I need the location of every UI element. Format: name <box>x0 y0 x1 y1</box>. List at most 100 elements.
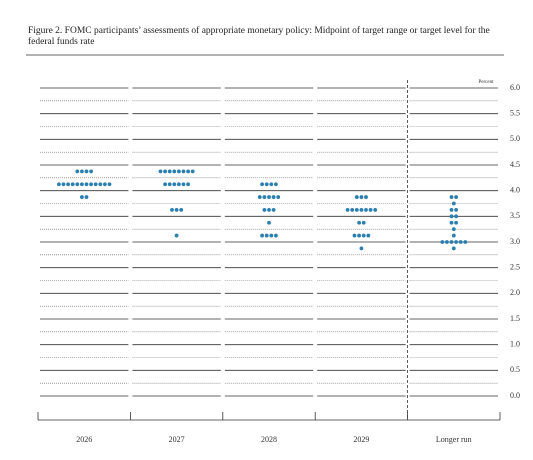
dot <box>260 233 264 238</box>
x-tick-label: 2029 <box>353 435 369 444</box>
dot <box>449 214 454 219</box>
dot <box>163 182 168 187</box>
dot <box>264 233 269 238</box>
dot <box>357 233 361 238</box>
y-tick-label: 3.0 <box>510 237 520 246</box>
dot <box>274 182 278 187</box>
dot <box>260 182 264 187</box>
dot <box>84 195 89 199</box>
dot <box>262 195 267 199</box>
y-tick-label: 4.0 <box>510 185 520 194</box>
dot <box>181 169 186 174</box>
dot <box>75 182 80 187</box>
dot <box>368 208 373 212</box>
dot <box>449 208 454 212</box>
chart-title: Figure 2. FOMC participants’ assessments… <box>28 26 490 47</box>
dot <box>172 169 177 174</box>
dot <box>269 233 274 238</box>
dot <box>93 182 98 187</box>
y-tick-label: 5.5 <box>510 108 520 117</box>
y-axis-label: Percent <box>479 80 495 85</box>
dot <box>352 233 357 238</box>
dot <box>179 208 184 212</box>
dot <box>359 195 364 199</box>
dot <box>354 208 359 212</box>
dot <box>359 246 364 251</box>
y-tick-label: 4.5 <box>510 160 520 169</box>
y-tick-label: 3.5 <box>510 211 520 220</box>
dot <box>75 169 80 174</box>
dot <box>89 182 93 187</box>
dot <box>454 214 458 219</box>
dot <box>80 169 84 174</box>
dot <box>357 220 361 225</box>
dot <box>167 182 172 187</box>
y-tick-label: 2.0 <box>510 288 520 297</box>
dot <box>454 240 458 244</box>
dot <box>167 169 172 174</box>
dot <box>454 208 458 212</box>
dot <box>172 182 177 187</box>
dot <box>264 182 269 187</box>
dot <box>158 169 163 174</box>
dot <box>103 182 107 187</box>
dot <box>354 195 359 199</box>
dot <box>458 240 463 244</box>
dot <box>364 195 368 199</box>
dot <box>451 246 456 251</box>
x-tick-label: 2028 <box>261 435 277 444</box>
dot <box>80 182 84 187</box>
dot <box>449 220 454 225</box>
y-tick-label: 0.5 <box>510 365 520 374</box>
y-tick-label: 1.5 <box>510 314 520 323</box>
dot <box>70 182 75 187</box>
dot <box>61 182 66 187</box>
dot <box>440 240 445 244</box>
dot <box>98 182 103 187</box>
dot <box>271 195 276 199</box>
dot <box>177 182 181 187</box>
dot <box>177 169 181 174</box>
dot <box>449 240 454 244</box>
x-tick-label: 2027 <box>169 435 185 444</box>
dot <box>364 208 368 212</box>
dot <box>451 233 456 238</box>
dot <box>170 208 174 212</box>
dot <box>271 208 276 212</box>
dot <box>267 208 271 212</box>
dot <box>84 169 89 174</box>
dot <box>257 195 262 199</box>
dot <box>174 233 179 238</box>
dot <box>445 240 449 244</box>
y-tick-label: 1.0 <box>510 339 520 348</box>
x-tick-label: Longer run <box>436 435 472 444</box>
dot <box>163 169 168 174</box>
dot <box>80 195 84 199</box>
dot <box>57 182 61 187</box>
dot <box>451 201 456 206</box>
dot <box>366 233 371 238</box>
dot <box>84 182 89 187</box>
dot <box>186 169 191 174</box>
dot <box>181 182 186 187</box>
dot <box>267 220 271 225</box>
x-tick-label: 2026 <box>76 435 92 444</box>
dot <box>267 195 271 199</box>
y-tick-label: 5.0 <box>510 134 520 143</box>
dot <box>66 182 70 187</box>
dot <box>361 220 366 225</box>
dot <box>449 195 454 199</box>
dot <box>107 182 112 187</box>
y-tick-label: 6.0 <box>510 83 520 92</box>
dot <box>262 208 267 212</box>
dot <box>276 195 281 199</box>
dot <box>186 182 191 187</box>
dot <box>454 195 458 199</box>
dot <box>373 208 378 212</box>
dot <box>359 208 364 212</box>
dot <box>451 227 456 232</box>
y-tick-label: 2.5 <box>510 262 520 271</box>
dot <box>174 208 179 212</box>
